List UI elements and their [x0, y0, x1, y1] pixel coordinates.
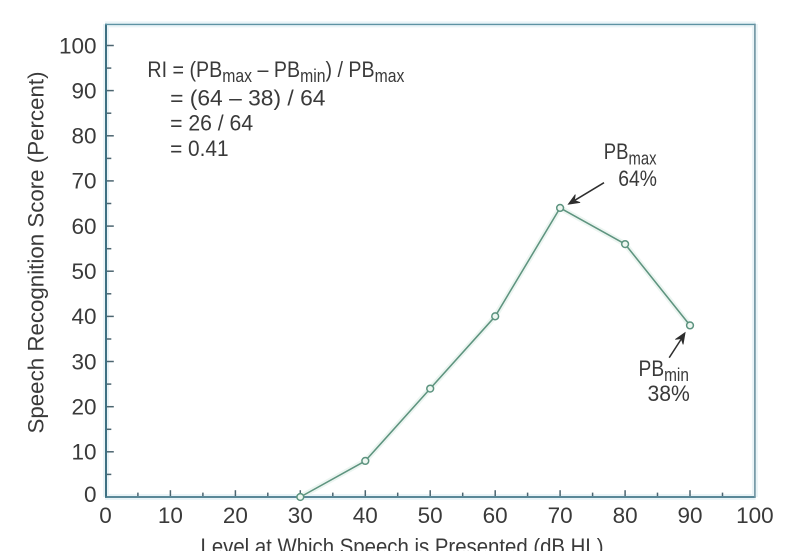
svg-text:20: 20: [71, 395, 96, 420]
svg-text:RI = (PBmax – PBmin) / PBmax: RI = (PBmax – PBmin) / PBmax: [147, 57, 404, 86]
svg-text:60: 60: [483, 503, 508, 528]
svg-text:Level at Which Speech is Prese: Level at Which Speech is Presented (dB H…: [201, 534, 604, 551]
svg-text:70: 70: [71, 169, 96, 194]
svg-text:50: 50: [418, 503, 443, 528]
svg-text:30: 30: [288, 503, 313, 528]
svg-text:70: 70: [548, 503, 573, 528]
svg-text:100: 100: [59, 33, 97, 58]
svg-text:PBmin: PBmin: [639, 356, 689, 385]
svg-text:90: 90: [71, 78, 96, 103]
svg-text:50: 50: [71, 259, 96, 284]
svg-text:= 0.41: = 0.41: [170, 136, 229, 161]
svg-text:80: 80: [613, 503, 638, 528]
svg-text:= 26 / 64: = 26 / 64: [170, 111, 253, 136]
svg-text:= (64 – 38) / 64: = (64 – 38) / 64: [170, 85, 325, 110]
svg-text:40: 40: [353, 503, 378, 528]
svg-text:30: 30: [71, 349, 96, 374]
svg-text:64%: 64%: [618, 166, 657, 191]
svg-text:10: 10: [158, 503, 183, 528]
svg-text:80: 80: [71, 124, 96, 149]
svg-text:0: 0: [84, 482, 97, 507]
svg-text:Speech Recognition Score (Perc: Speech Recognition Score (Percent): [24, 72, 49, 434]
svg-text:90: 90: [677, 503, 702, 528]
svg-text:0: 0: [99, 503, 112, 528]
svg-text:38%: 38%: [648, 381, 690, 406]
svg-text:10: 10: [71, 440, 96, 465]
svg-text:60: 60: [71, 214, 96, 239]
svg-text:20: 20: [223, 503, 248, 528]
svg-text:40: 40: [71, 304, 96, 329]
svg-text:100: 100: [736, 503, 774, 528]
